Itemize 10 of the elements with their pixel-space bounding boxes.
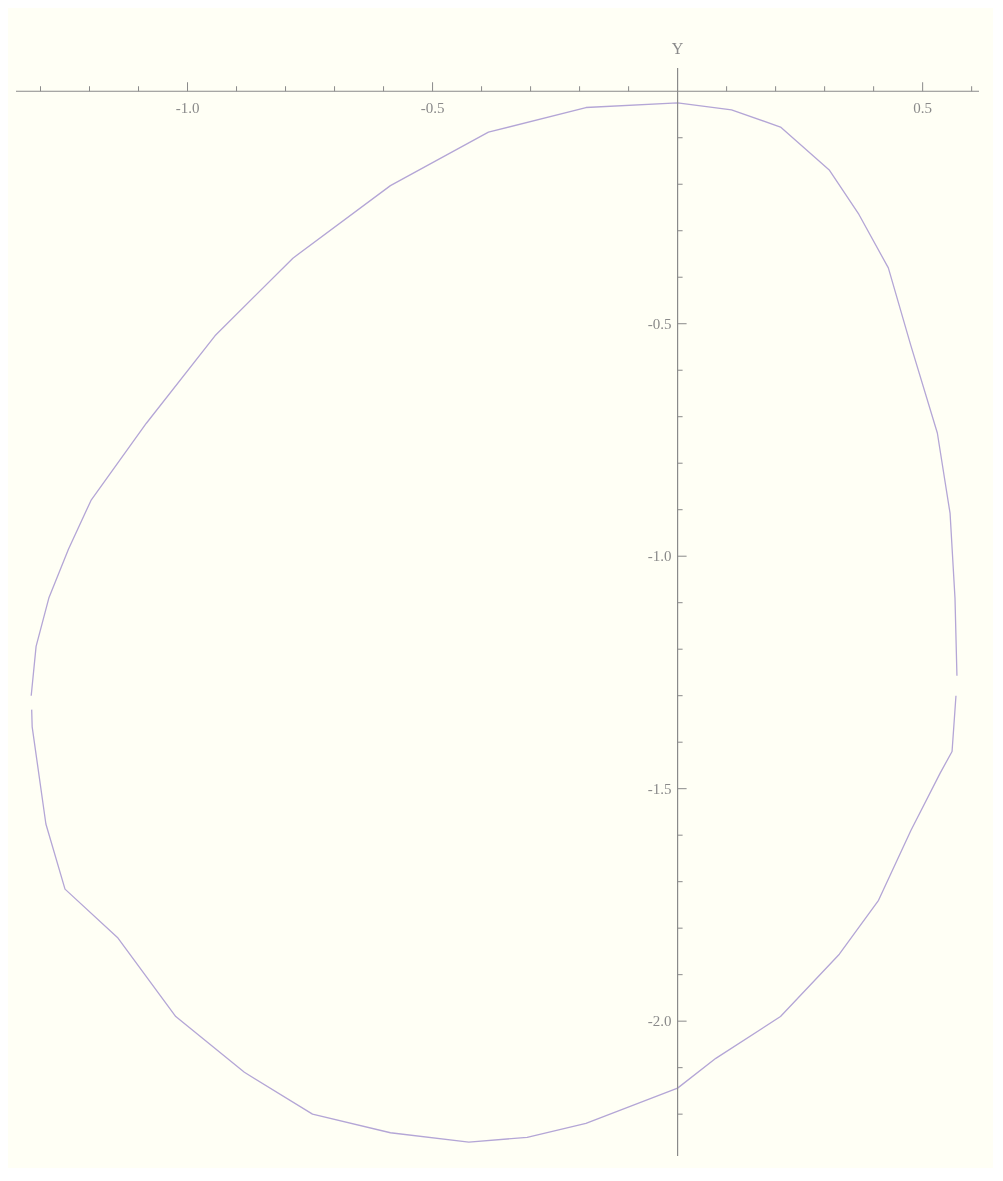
line-series: [31, 695, 957, 1143]
x-tick-label: 0.5: [913, 100, 933, 117]
x-tick-label: -1.0: [175, 100, 200, 117]
y-tick-label: -2.0: [647, 1013, 672, 1030]
y-tick-label: -1.0: [647, 548, 672, 565]
y-tick-label: -0.5: [647, 315, 672, 332]
line-series: [30, 102, 958, 697]
x-tick-label: -0.5: [420, 100, 445, 117]
y-tick-label: -1.5: [647, 780, 672, 797]
y-axis-title: Y: [671, 40, 684, 57]
